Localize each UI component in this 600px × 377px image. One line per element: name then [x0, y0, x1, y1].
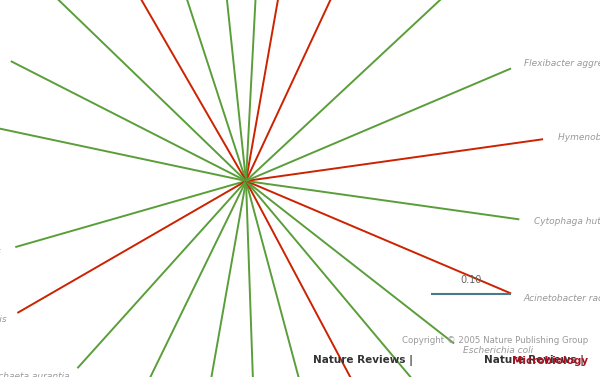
Text: 0.10: 0.10 — [460, 274, 482, 285]
Text: Nature Reviews |: Nature Reviews | — [313, 355, 417, 366]
Text: Spirochaeta aurantia: Spirochaeta aurantia — [0, 372, 70, 377]
Text: Anabaena variabilis: Anabaena variabilis — [0, 247, 2, 256]
Text: Nature Reviews |: Nature Reviews | — [484, 355, 588, 366]
Text: Microbiology: Microbiology — [512, 356, 588, 366]
Text: Acinetobacter radioresistens: Acinetobacter radioresistens — [524, 294, 600, 303]
Text: Chroococcidiopsis thermalis: Chroococcidiopsis thermalis — [0, 315, 7, 324]
Text: Hymenobacter actinosclerus: Hymenobacter actinosclerus — [558, 133, 600, 142]
Text: Copyright © 2005 Nature Publishing Group: Copyright © 2005 Nature Publishing Group — [402, 336, 588, 345]
Text: Flexibacter aggregans: Flexibacter aggregans — [524, 59, 600, 67]
Text: Escherichia coli: Escherichia coli — [463, 346, 533, 356]
Text: Cytophaga hutchinsonii: Cytophaga hutchinsonii — [534, 217, 600, 226]
Text: Nature Reviews | Microbiology: Nature Reviews | Microbiology — [408, 355, 588, 366]
